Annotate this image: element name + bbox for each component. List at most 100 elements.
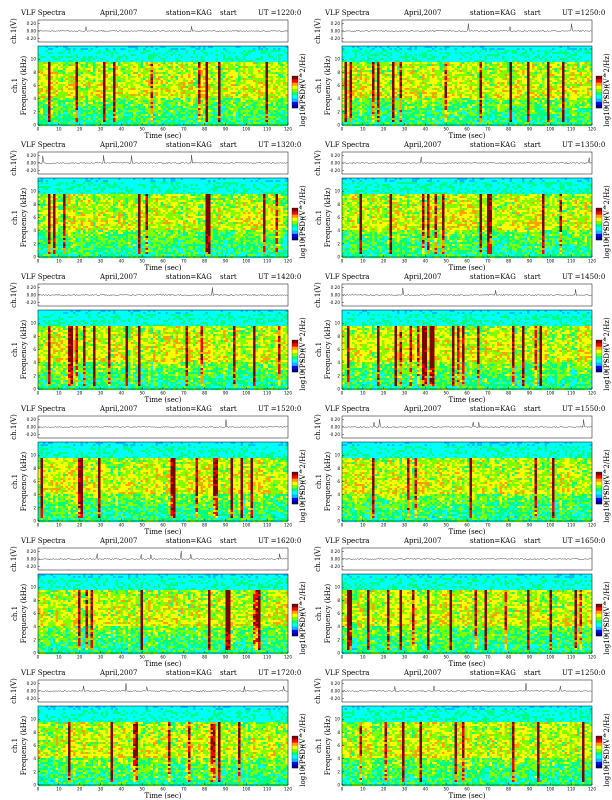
spectrogram-cell [231, 56, 234, 58]
spectrogram-cell [103, 82, 106, 84]
spectrogram-cell [445, 58, 448, 60]
spectrogram-cell [268, 78, 271, 80]
spectrogram-cell [76, 84, 79, 86]
spectrogram-cell [233, 58, 236, 60]
spectrogram-cell [472, 54, 475, 56]
spectrogram-cell [128, 112, 131, 114]
spectrogram-cell [166, 102, 169, 104]
spectrogram-cell [542, 56, 545, 58]
spectrogram-cell [206, 70, 209, 72]
spectrogram-cell [118, 76, 121, 78]
spectrogram-cell [83, 74, 86, 76]
spectrogram-cell [98, 122, 101, 124]
spectrogram-cell [193, 46, 196, 48]
spectrogram-cell [161, 46, 164, 48]
spectrogram-cell [143, 70, 146, 72]
spectrogram-cell [186, 116, 189, 118]
spectrogram-cell [241, 104, 244, 106]
spectrogram-cell [263, 64, 266, 66]
spectrogram-cell [233, 46, 236, 48]
spectrogram-cell [251, 82, 254, 84]
spectrogram-cell [163, 108, 166, 110]
spectrogram-cell [281, 74, 284, 76]
spectrogram-cell [221, 116, 224, 118]
spectrogram-cell [258, 78, 261, 80]
trace-tick-label: -0.20 [25, 36, 36, 41]
spectrogram-cell [128, 106, 131, 108]
spectrogram-cell [161, 68, 164, 70]
spectrogram-cell [251, 100, 254, 102]
spectrogram-cell [271, 98, 274, 100]
spectrogram-cell [258, 108, 261, 110]
spectrogram-cell [206, 84, 209, 86]
spectrogram-cell [258, 102, 261, 104]
spectrogram-cell [278, 86, 281, 88]
spectrogram-cell [91, 46, 94, 48]
spectrogram-cell [163, 54, 166, 56]
spectrogram-cell [221, 98, 224, 100]
spectrogram-cell [121, 106, 124, 108]
spectrogram-cell [106, 106, 109, 108]
spectrogram-cell [138, 56, 141, 58]
spectrogram-cell [76, 54, 79, 56]
spectrogram-cell [455, 50, 458, 52]
spectrogram-cell [216, 118, 219, 120]
spectrogram-cell [183, 116, 186, 118]
spectrogram-cell [206, 90, 209, 92]
spectrogram-cell [53, 70, 56, 72]
spectrogram-cell [88, 66, 91, 68]
spectrogram-cell [96, 72, 99, 74]
spectrogram-cell [256, 106, 259, 108]
spectrogram-cell [450, 60, 453, 62]
spectrogram-cell [221, 66, 224, 68]
spectrogram-cell [432, 52, 435, 54]
spectrogram-cell [53, 52, 56, 54]
spectrogram-cell [38, 66, 41, 68]
spectrogram-cell [510, 58, 513, 60]
spectrogram-cell [203, 48, 206, 50]
spectrogram-cell [106, 108, 109, 110]
spectrogram-cell [258, 64, 261, 66]
spectrogram-cell [191, 114, 194, 116]
spectrogram-cell [258, 106, 261, 108]
spectrogram-cell [575, 60, 578, 62]
spectrogram-cell [83, 96, 86, 98]
spectrogram-cell [178, 58, 181, 60]
spectrogram-cell [276, 88, 279, 90]
spectrogram-cell [138, 110, 141, 112]
spectrogram-cell [143, 116, 146, 118]
spectrogram-cell [258, 94, 261, 96]
spectrogram-cell [181, 104, 184, 106]
spectrogram-cell [370, 60, 373, 62]
x-axis-label: Time (sec) [144, 132, 181, 140]
spectrogram-cell [88, 50, 91, 52]
spectrogram-cell [91, 68, 94, 70]
spectrogram-cell [113, 86, 116, 88]
spectrogram-cell [73, 66, 76, 68]
spectrogram-cell [133, 120, 136, 122]
spectrogram-cell [211, 92, 214, 94]
spectrogram-cell [545, 62, 548, 64]
spectrogram-cell [118, 80, 121, 82]
spectrogram-cell [218, 118, 221, 120]
spectrogram-cell [141, 54, 144, 56]
spectrogram-cell [166, 118, 169, 120]
spectrogram-cell [108, 108, 111, 110]
spectrogram-cell [542, 46, 545, 48]
spectrogram-cell [530, 48, 533, 50]
spectrogram-cell [176, 52, 179, 54]
spectrogram-cell [208, 72, 211, 74]
spectrogram-cell [158, 104, 161, 106]
spectrogram-cell [91, 92, 94, 94]
spectrogram-cell [126, 82, 129, 84]
spectrogram-cell [223, 100, 226, 102]
spectrogram-cell [48, 46, 51, 48]
spectrogram-cell [63, 46, 66, 48]
spectrogram-cell [103, 118, 106, 120]
spectrogram-cell [562, 50, 565, 52]
spectrogram-cell [76, 114, 79, 116]
spectrogram-cell [577, 50, 580, 52]
spectrogram-cell [228, 78, 231, 80]
spectrogram-cell [181, 72, 184, 74]
spectrogram-cell [156, 48, 159, 50]
